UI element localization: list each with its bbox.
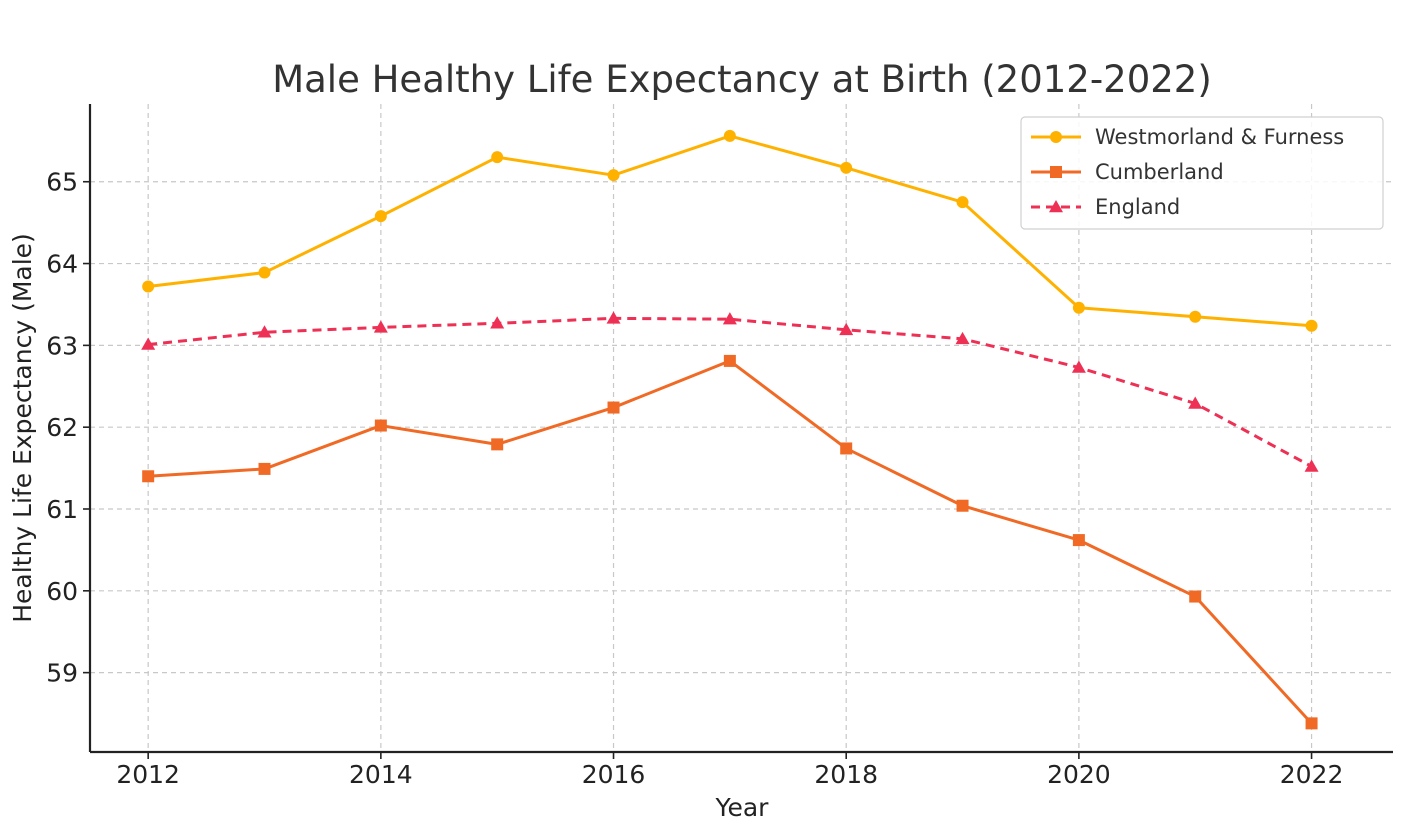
y-tick-label: 59: [46, 659, 78, 688]
series-line-england: [148, 316, 1313, 468]
data-point-westmorland-furness: [491, 151, 504, 164]
axes: [88, 104, 1393, 754]
data-point-cumberland: [1072, 534, 1085, 547]
data-point-westmorland-furness: [956, 196, 969, 209]
ticks: 2012 2014 2016 2018 2020 2022 59 60 61 62 63 64 65: [46, 168, 1343, 789]
data-point-england: [606, 311, 621, 324]
series-cumberland: [142, 354, 1318, 730]
data-point-cumberland: [840, 442, 853, 455]
y-tick-label: 61: [46, 495, 78, 524]
y-tick-label: 62: [46, 413, 78, 442]
legend-swatch-marker: [1049, 200, 1063, 213]
legend-label: Westmorland & Furness: [1095, 125, 1344, 149]
data-point-westmorland-furness: [1072, 301, 1085, 314]
data-point-england: [839, 322, 854, 336]
x-tick-label: 2022: [1280, 760, 1344, 789]
data-point-cumberland: [956, 499, 969, 512]
data-point-england: [1071, 360, 1086, 373]
legend: Westmorland & Furness Cumberland England: [1020, 116, 1384, 230]
data-point-cumberland: [723, 354, 736, 367]
y-axis-label: Healthy Life Expectancy (Male): [8, 233, 37, 623]
data-point-westmorland-furness: [840, 161, 853, 174]
legend-swatch-marker: [1050, 131, 1062, 143]
data-point-england: [490, 316, 505, 329]
data-point-westmorland-furness: [723, 129, 736, 142]
data-point-westmorland-furness: [258, 266, 271, 279]
y-tick-label: 60: [46, 577, 78, 606]
series-westmorland-furness: [142, 129, 1318, 332]
legend-swatch-marker: [1050, 166, 1062, 178]
data-point-cumberland: [491, 438, 504, 451]
data-point-england: [722, 312, 737, 325]
data-point-cumberland: [1305, 717, 1318, 730]
y-tick-label: 65: [46, 168, 78, 197]
series-layer: [141, 129, 1319, 730]
data-point-cumberland: [374, 419, 387, 432]
data-point-cumberland: [258, 462, 271, 475]
data-point-england: [1304, 459, 1319, 472]
data-point-westmorland-furness: [607, 169, 620, 182]
legend-label: Cumberland: [1095, 160, 1224, 184]
legend-box: [1020, 116, 1384, 230]
legend-item-england: England: [1031, 195, 1180, 219]
x-tick-label: 2014: [349, 760, 413, 789]
x-tick-label: 2012: [116, 760, 180, 789]
data-point-england: [1188, 396, 1203, 409]
data-point-england: [373, 320, 388, 333]
data-point-england: [141, 337, 156, 350]
series-england: [141, 311, 1319, 472]
legend-item-westmorland-furness: Westmorland & Furness: [1031, 125, 1344, 149]
data-point-cumberland: [1189, 590, 1202, 603]
data-point-westmorland-furness: [374, 210, 387, 223]
grid: [90, 104, 1393, 752]
legend-label: England: [1095, 195, 1180, 219]
x-tick-label: 2016: [582, 760, 646, 789]
x-axis-label: Year: [715, 793, 770, 817]
x-tick-label: 2020: [1047, 760, 1111, 789]
legend-item-cumberland: Cumberland: [1031, 160, 1224, 184]
data-point-cumberland: [142, 470, 155, 483]
data-point-cumberland: [607, 401, 620, 414]
chart-title: Male Healthy Life Expectancy at Birth (2…: [272, 58, 1212, 101]
data-point-england: [955, 331, 970, 345]
data-point-westmorland-furness: [1305, 319, 1318, 332]
data-point-england: [257, 325, 272, 338]
y-tick-label: 63: [46, 331, 78, 360]
data-point-westmorland-furness: [142, 280, 155, 293]
y-tick-label: 64: [46, 250, 78, 279]
data-point-westmorland-furness: [1189, 310, 1202, 323]
x-tick-label: 2018: [814, 760, 878, 789]
